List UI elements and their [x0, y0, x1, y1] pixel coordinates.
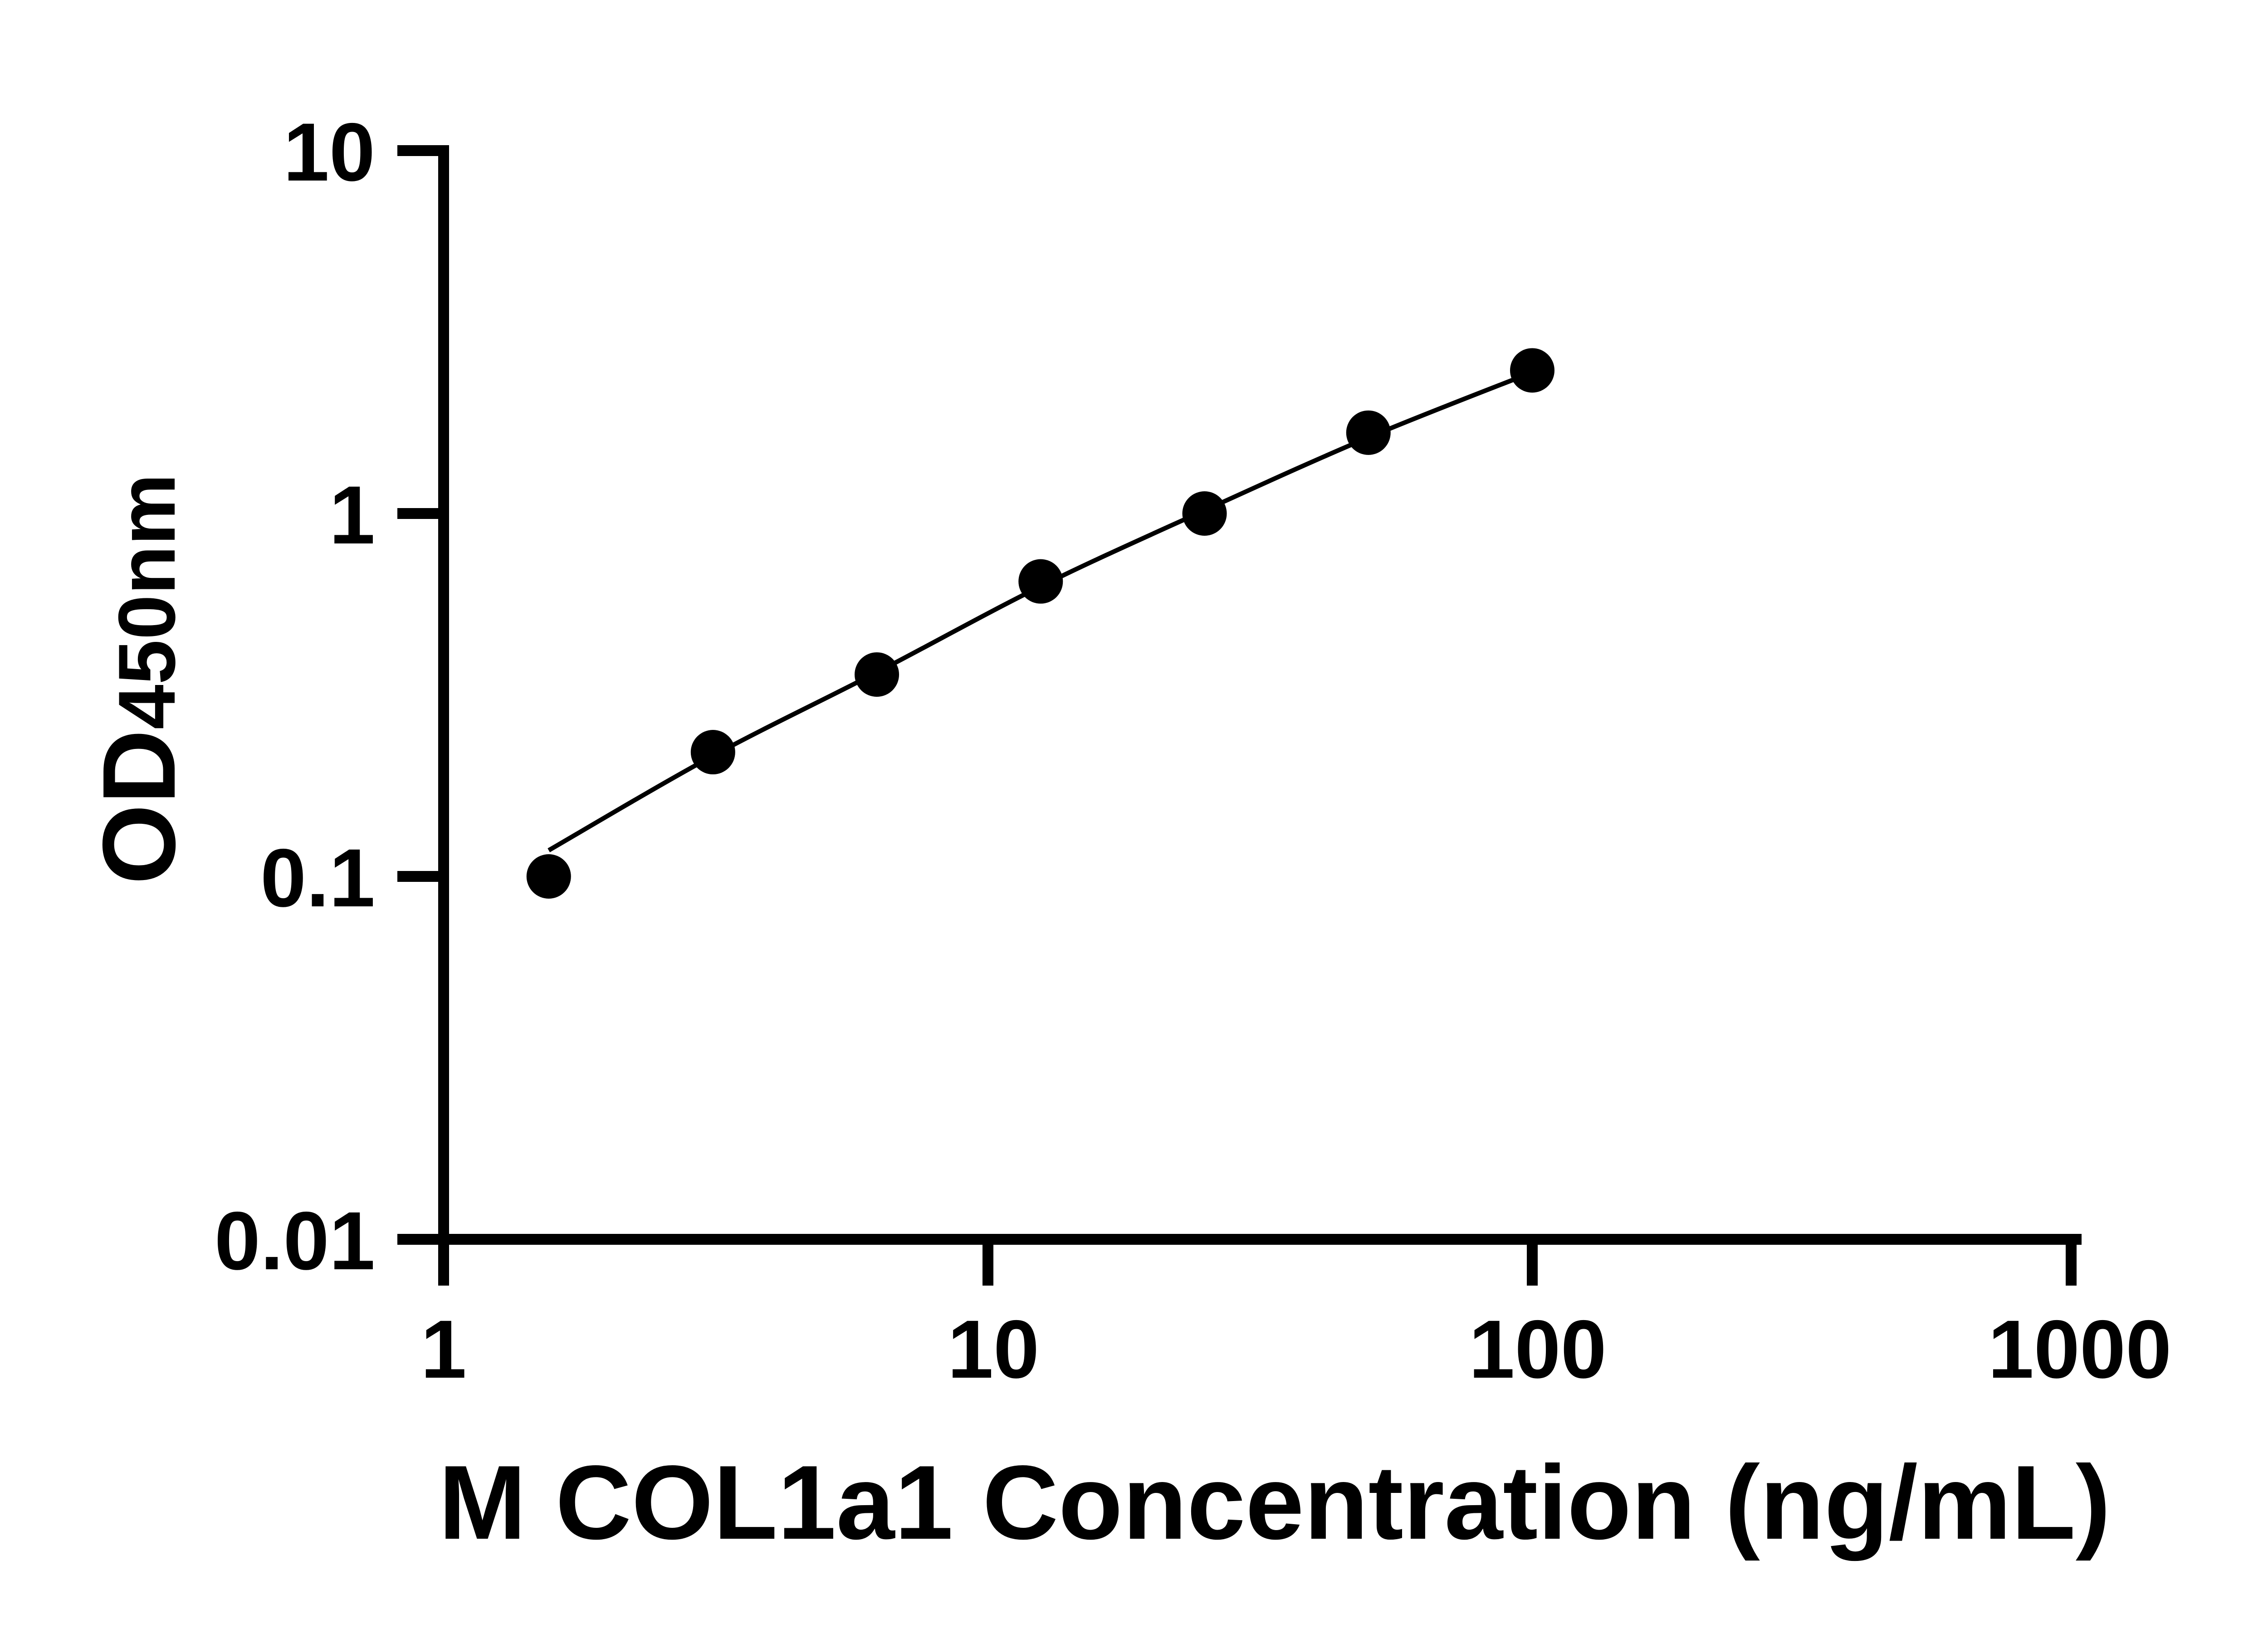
- x-tick-label-100: 100: [1469, 1303, 1607, 1395]
- data-point: [855, 652, 899, 697]
- y-axis-title-sub: 450nm: [102, 474, 192, 729]
- y-axis-title-main: OD: [82, 729, 197, 885]
- x-ticks: [438, 1239, 2077, 1286]
- y-tick-labels: 0.01 0.1 1 10: [215, 106, 375, 1287]
- x-axis-title: M COL1a1 Concentration (ng/mL): [439, 1444, 2111, 1561]
- axes: [438, 145, 2082, 1286]
- x-tick-labels: 1 10 100 1000: [420, 1303, 2171, 1395]
- y-tick-label-1: 1: [329, 469, 375, 561]
- x-tick-label-1: 1: [420, 1303, 466, 1395]
- y-tick-label-0.1: 0.1: [260, 832, 375, 924]
- data-point: [526, 854, 571, 899]
- y-ticks: [397, 145, 444, 1245]
- x-tick-label-10: 10: [948, 1303, 1039, 1395]
- data-point: [1510, 348, 1554, 393]
- data-point: [1346, 410, 1391, 455]
- data-point: [1018, 559, 1063, 604]
- data-point: [1182, 491, 1227, 536]
- y-tick-label-0.01: 0.01: [215, 1194, 375, 1287]
- y-tick-label-10: 10: [284, 106, 375, 198]
- y-axis-title: OD450nm: [82, 474, 197, 885]
- x-tick-label-1000: 1000: [1988, 1303, 2172, 1395]
- y-axis-title-text: OD450nm: [82, 474, 197, 885]
- data-points: [526, 348, 1554, 899]
- data-point: [690, 730, 735, 775]
